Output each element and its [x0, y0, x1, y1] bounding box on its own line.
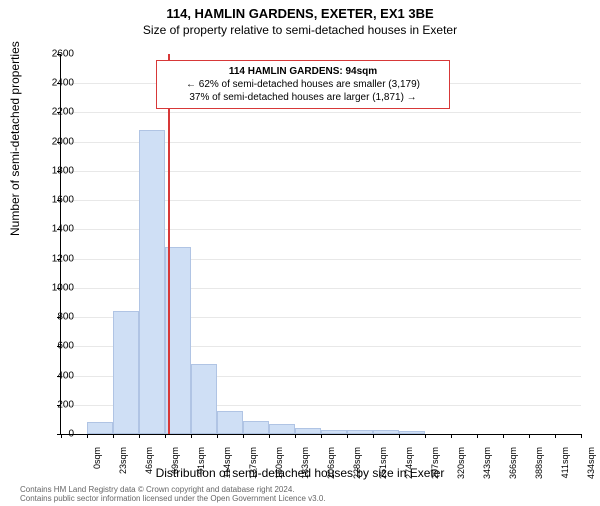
footnote: Contains HM Land Registry data © Crown c…	[20, 485, 326, 504]
xtick-label: 0sqm	[92, 447, 102, 487]
info-box: 114 HAMLIN GARDENS: 94sqm← 62% of semi-d…	[156, 60, 450, 109]
histogram-bar	[217, 411, 243, 434]
histogram-bar	[87, 422, 113, 434]
histogram-bar	[399, 431, 425, 434]
ytick-label: 800	[34, 312, 74, 323]
xtick-mark	[191, 434, 192, 438]
xtick-mark	[347, 434, 348, 438]
xtick-label: 320sqm	[456, 447, 466, 487]
xtick-mark	[529, 434, 530, 438]
ytick-label: 2600	[34, 49, 74, 60]
xtick-mark	[269, 434, 270, 438]
ytick-label: 600	[34, 341, 74, 352]
histogram-bar	[269, 424, 295, 434]
xtick-label: 274sqm	[404, 447, 414, 487]
xtick-label: 228sqm	[352, 447, 362, 487]
xtick-label: 91sqm	[196, 447, 206, 487]
xtick-label: 411sqm	[560, 447, 570, 487]
marker-line	[168, 54, 170, 434]
xtick-mark	[243, 434, 244, 438]
xtick-mark	[581, 434, 582, 438]
histogram-bar	[321, 430, 347, 434]
histogram-bar	[373, 430, 399, 434]
xtick-mark	[321, 434, 322, 438]
xtick-mark	[451, 434, 452, 438]
histogram-bar	[347, 430, 373, 434]
xtick-label: 434sqm	[586, 447, 596, 487]
xtick-label: 160sqm	[274, 447, 284, 487]
ytick-label: 1800	[34, 165, 74, 176]
histogram-plot: 114 HAMLIN GARDENS: 94sqm← 62% of semi-d…	[60, 54, 581, 435]
xtick-mark	[425, 434, 426, 438]
xtick-label: 46sqm	[144, 447, 154, 487]
xtick-label: 206sqm	[326, 447, 336, 487]
info-box-line-larger: 37% of semi-detached houses are larger (…	[163, 91, 443, 104]
xtick-mark	[477, 434, 478, 438]
gridline	[61, 112, 581, 113]
xtick-mark	[295, 434, 296, 438]
ytick-label: 400	[34, 370, 74, 381]
ytick-label: 2200	[34, 107, 74, 118]
ytick-label: 1200	[34, 253, 74, 264]
xtick-label: 183sqm	[300, 447, 310, 487]
xtick-label: 114sqm	[222, 447, 232, 487]
ytick-label: 2000	[34, 136, 74, 147]
ytick-label: 1400	[34, 224, 74, 235]
xtick-label: 69sqm	[170, 447, 180, 487]
xtick-label: 137sqm	[248, 447, 258, 487]
info-box-line-smaller: ← 62% of semi-detached houses are smalle…	[163, 78, 443, 91]
xtick-label: 251sqm	[378, 447, 388, 487]
ytick-label: 1600	[34, 195, 74, 206]
xtick-mark	[373, 434, 374, 438]
footnote-line-2: Contains public sector information licen…	[20, 494, 326, 504]
xtick-label: 343sqm	[482, 447, 492, 487]
ytick-label: 1000	[34, 282, 74, 293]
ytick-label: 0	[34, 429, 74, 440]
xtick-label: 388sqm	[534, 447, 544, 487]
histogram-bar	[295, 428, 321, 434]
histogram-bar	[139, 130, 165, 434]
ytick-label: 2400	[34, 78, 74, 89]
xtick-mark	[399, 434, 400, 438]
xtick-mark	[555, 434, 556, 438]
page-subtitle: Size of property relative to semi-detach…	[0, 23, 600, 37]
xtick-label: 23sqm	[118, 447, 128, 487]
xtick-mark	[113, 434, 114, 438]
xtick-label: 297sqm	[430, 447, 440, 487]
y-axis-label: Number of semi-detached properties	[8, 41, 22, 236]
info-box-title: 114 HAMLIN GARDENS: 94sqm	[163, 65, 443, 78]
xtick-mark	[503, 434, 504, 438]
page-title: 114, HAMLIN GARDENS, EXETER, EX1 3BE	[0, 6, 600, 21]
xtick-mark	[217, 434, 218, 438]
histogram-bar	[243, 421, 269, 434]
xtick-mark	[139, 434, 140, 438]
histogram-bar	[191, 364, 217, 434]
xtick-mark	[87, 434, 88, 438]
chart-area: 114 HAMLIN GARDENS: 94sqm← 62% of semi-d…	[60, 54, 580, 434]
ytick-label: 200	[34, 399, 74, 410]
histogram-bar	[113, 311, 139, 434]
xtick-mark	[165, 434, 166, 438]
xtick-label: 366sqm	[508, 447, 518, 487]
